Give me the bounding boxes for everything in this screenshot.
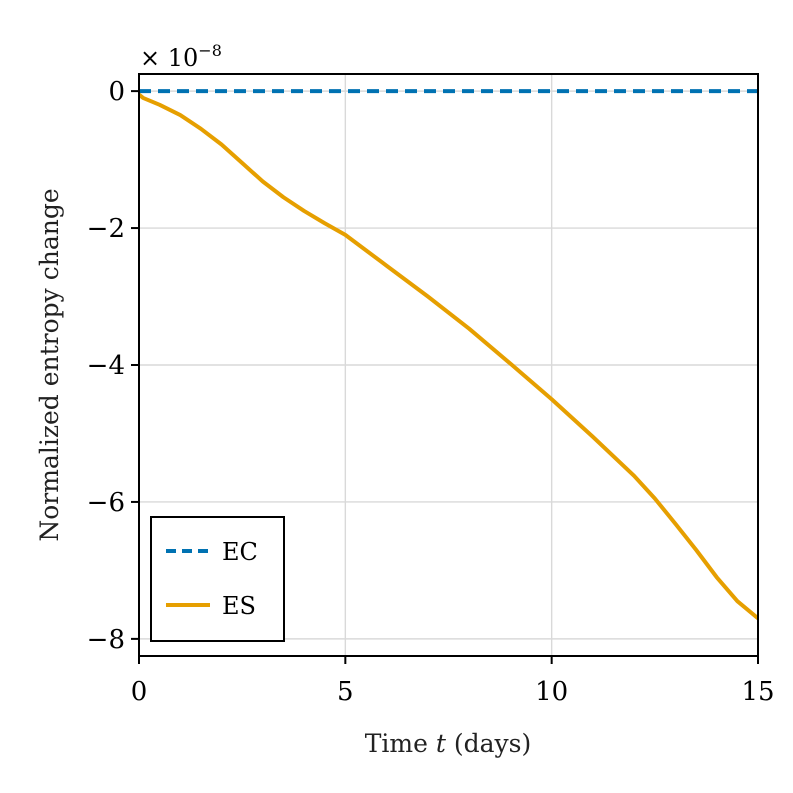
y-tick-label: 0 bbox=[108, 77, 125, 107]
x-tick-label: 15 bbox=[741, 677, 774, 707]
y-tick-label: −6 bbox=[87, 488, 125, 518]
y-axis-title: Normalized entropy change bbox=[35, 188, 64, 541]
x-axis-title-var: t bbox=[436, 729, 447, 758]
y-tick-label: −2 bbox=[87, 214, 125, 244]
legend-es-label: ES bbox=[222, 592, 256, 620]
y-exponent-power: −8 bbox=[198, 41, 222, 60]
series-line-es bbox=[139, 92, 758, 620]
y-tick-label: −4 bbox=[87, 351, 125, 381]
x-tick-label: 5 bbox=[337, 677, 354, 707]
x-tick-label: 0 bbox=[131, 677, 148, 707]
y-exponent-label: × 10−8 bbox=[140, 41, 222, 72]
y-tick-label: −8 bbox=[87, 625, 125, 655]
x-axis-title-prefix: Time bbox=[365, 729, 436, 758]
legend: EC ES bbox=[150, 516, 285, 642]
x-axis-title-suffix: (days) bbox=[446, 729, 531, 758]
plot-series bbox=[139, 89, 758, 620]
x-tick-label: 10 bbox=[535, 677, 568, 707]
legend-ec-label: EC bbox=[222, 538, 258, 566]
x-axis-title: Time t (days) bbox=[365, 729, 532, 758]
legend-box bbox=[150, 516, 285, 642]
axis-ticks: 0 5 10 15 0 −2 −4 −6 −8 bbox=[87, 77, 775, 707]
y-exponent-base: × 10 bbox=[140, 44, 198, 72]
